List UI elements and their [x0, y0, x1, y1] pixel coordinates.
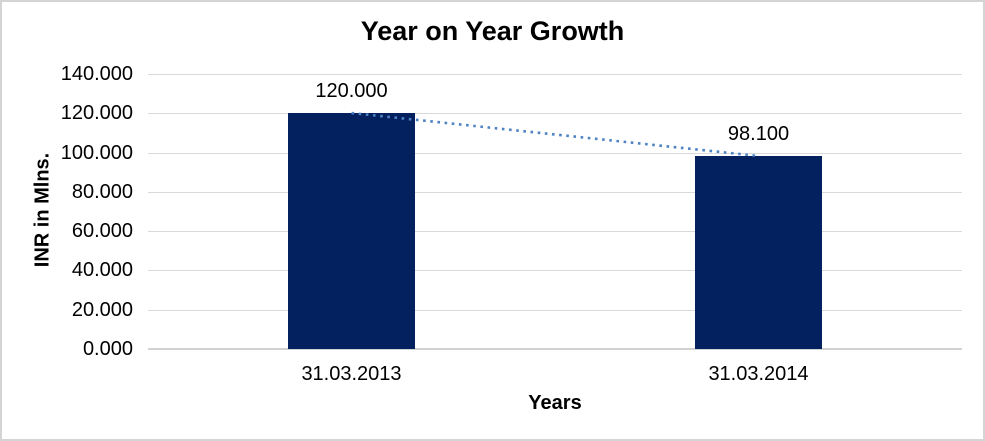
y-tick-label: 120.000 [60, 102, 133, 125]
bar-31.03.2013 [288, 113, 415, 349]
gridline [148, 113, 962, 115]
gridline [148, 191, 962, 193]
gridline [148, 74, 962, 75]
gridline [148, 309, 962, 311]
trendline [351, 111, 759, 158]
bar-data-label: 120.000 [315, 80, 388, 102]
y-tick-label: 140.000 [60, 63, 133, 85]
y-axis-tick-labels: 140.000 120.000 100.000 80.000 60.000 40.000 2… [2, 2, 133, 439]
bar-data-label: 98.100 [727, 123, 790, 145]
chart-title: Year on Year Growth [360, 16, 625, 46]
plot-area: 120.000 98.100 [148, 74, 962, 350]
y-tick-label: 20.000 [71, 298, 133, 321]
gridline [148, 270, 962, 272]
x-tick-label: 31.03.2014 [708, 363, 809, 385]
y-tick-label: 0.000 [82, 338, 133, 360]
y-tick-label: 100.000 [60, 141, 133, 164]
y-tick-label: 40.000 [71, 259, 133, 282]
x-axis-tick-labels: 31.03.2013 31.03.2014 [2, 362, 983, 388]
gridline [148, 231, 962, 233]
x-tick-label: 31.03.2013 [301, 363, 402, 385]
gridline [148, 152, 962, 154]
x-axis-line [148, 348, 962, 350]
y-tick-label: 80.000 [71, 180, 133, 203]
bar-31.03.2014 [695, 156, 822, 349]
x-axis-title: Years [528, 392, 582, 414]
y-tick-label: 60.000 [71, 220, 133, 243]
